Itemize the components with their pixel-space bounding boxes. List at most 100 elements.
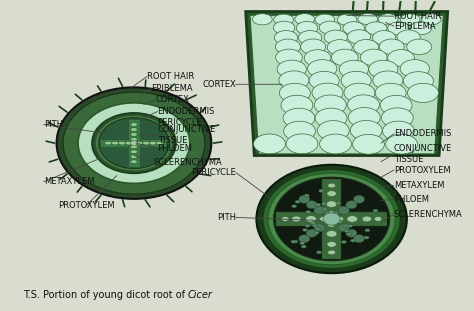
Ellipse shape	[274, 30, 298, 45]
Circle shape	[346, 201, 357, 209]
Ellipse shape	[253, 14, 272, 25]
FancyBboxPatch shape	[35, 0, 469, 311]
Ellipse shape	[322, 202, 327, 205]
Circle shape	[306, 229, 318, 237]
Ellipse shape	[336, 202, 341, 205]
Ellipse shape	[312, 83, 343, 102]
Ellipse shape	[304, 194, 310, 197]
Ellipse shape	[306, 216, 316, 222]
Ellipse shape	[317, 251, 321, 254]
Text: CONJUNCTIVE
TISSUE: CONJUNCTIVE TISSUE	[394, 144, 452, 164]
Ellipse shape	[274, 14, 293, 25]
Ellipse shape	[400, 14, 420, 25]
Ellipse shape	[306, 211, 311, 214]
Text: ENDODERMIS: ENDODERMIS	[394, 129, 451, 138]
Ellipse shape	[309, 71, 339, 90]
Ellipse shape	[149, 141, 156, 145]
Circle shape	[306, 201, 318, 209]
Ellipse shape	[295, 200, 300, 203]
Ellipse shape	[344, 83, 375, 102]
Ellipse shape	[344, 224, 349, 227]
Bar	[100, 139, 167, 147]
Ellipse shape	[335, 216, 344, 222]
Ellipse shape	[300, 242, 305, 245]
Circle shape	[273, 177, 390, 261]
Ellipse shape	[350, 120, 382, 140]
Ellipse shape	[353, 134, 384, 154]
Ellipse shape	[360, 49, 387, 66]
Ellipse shape	[369, 60, 398, 78]
Ellipse shape	[358, 13, 378, 25]
Ellipse shape	[283, 121, 315, 141]
Text: ENDODERMIS: ENDODERMIS	[157, 107, 215, 116]
Ellipse shape	[386, 134, 418, 154]
Ellipse shape	[374, 216, 382, 221]
Ellipse shape	[308, 60, 337, 77]
Circle shape	[314, 224, 325, 232]
Text: PHLOEM: PHLOEM	[394, 195, 429, 204]
Ellipse shape	[314, 95, 346, 115]
Circle shape	[95, 115, 173, 171]
Ellipse shape	[334, 211, 339, 215]
Ellipse shape	[365, 22, 387, 35]
Ellipse shape	[343, 22, 365, 35]
Ellipse shape	[275, 39, 301, 54]
Ellipse shape	[293, 240, 298, 243]
Ellipse shape	[312, 224, 317, 227]
Ellipse shape	[292, 216, 301, 222]
Ellipse shape	[347, 224, 353, 227]
Ellipse shape	[295, 14, 315, 25]
Ellipse shape	[130, 128, 137, 131]
Text: METAXYLEM: METAXYLEM	[394, 181, 445, 190]
Bar	[322, 179, 341, 259]
Ellipse shape	[327, 191, 337, 197]
Ellipse shape	[373, 30, 396, 45]
Ellipse shape	[286, 134, 318, 154]
Circle shape	[299, 195, 310, 203]
Circle shape	[354, 234, 365, 243]
Ellipse shape	[403, 72, 433, 90]
Ellipse shape	[304, 50, 331, 67]
Text: Cicer: Cicer	[188, 290, 212, 300]
Ellipse shape	[143, 141, 149, 145]
Ellipse shape	[315, 14, 335, 25]
Ellipse shape	[319, 21, 341, 34]
Ellipse shape	[337, 220, 343, 224]
Ellipse shape	[319, 189, 324, 193]
Ellipse shape	[327, 241, 337, 247]
Ellipse shape	[313, 225, 319, 228]
Circle shape	[268, 173, 395, 265]
Ellipse shape	[130, 137, 137, 141]
Text: PHLOEM: PHLOEM	[157, 144, 192, 153]
Ellipse shape	[388, 22, 409, 35]
Ellipse shape	[281, 95, 313, 115]
Ellipse shape	[315, 227, 320, 230]
Ellipse shape	[388, 49, 414, 66]
Ellipse shape	[382, 108, 413, 128]
Circle shape	[338, 224, 349, 232]
Ellipse shape	[118, 141, 125, 145]
Text: PERICYCLE: PERICYCLE	[157, 118, 202, 127]
Ellipse shape	[318, 121, 349, 140]
Ellipse shape	[292, 205, 297, 208]
Ellipse shape	[130, 132, 137, 136]
Ellipse shape	[279, 83, 310, 103]
Ellipse shape	[316, 203, 321, 206]
Ellipse shape	[379, 39, 404, 54]
Ellipse shape	[130, 123, 137, 126]
Ellipse shape	[362, 216, 372, 222]
Ellipse shape	[125, 141, 132, 145]
Ellipse shape	[347, 30, 371, 44]
Ellipse shape	[319, 216, 328, 222]
Ellipse shape	[354, 39, 379, 55]
Circle shape	[263, 169, 401, 268]
Ellipse shape	[421, 14, 441, 25]
Text: ROOT HAIR: ROOT HAIR	[394, 12, 441, 21]
Ellipse shape	[365, 229, 370, 232]
Circle shape	[338, 206, 349, 214]
Ellipse shape	[407, 39, 432, 54]
Ellipse shape	[130, 160, 137, 164]
Ellipse shape	[326, 201, 337, 207]
Ellipse shape	[319, 134, 351, 154]
Text: SCLERENCHYMA: SCLERENCHYMA	[394, 210, 463, 219]
